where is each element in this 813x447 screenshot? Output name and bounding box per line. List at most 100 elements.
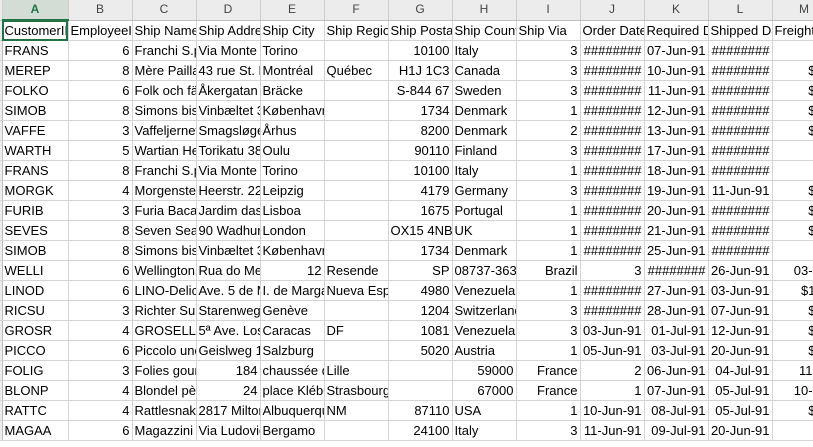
row-header[interactable]: [0, 380, 3, 401]
table-cell[interactable]: 1734: [388, 240, 453, 261]
table-cell[interactable]: 8: [68, 100, 133, 121]
table-cell[interactable]: 11-Jun-91: [644, 80, 709, 101]
table-cell[interactable]: 3: [516, 40, 581, 61]
table-cell[interactable]: Richter Supermarkt: [132, 300, 197, 321]
table-cell[interactable]: $36.: [772, 80, 813, 101]
table-cell[interactable]: Rua do Mercado: [196, 260, 261, 281]
row-header[interactable]: [0, 340, 3, 361]
table-cell[interactable]: ########: [708, 220, 773, 241]
table-cell[interactable]: 8200: [388, 120, 453, 141]
column-header-l[interactable]: L: [708, 0, 773, 21]
table-cell[interactable]: 09-Jul-91: [644, 420, 709, 441]
table-cell[interactable]: 28-Jun-91: [644, 300, 709, 321]
table-cell[interactable]: LINOD: [2, 280, 69, 301]
table-cell[interactable]: 5: [68, 140, 133, 161]
table-cell[interactable]: ########: [644, 260, 709, 281]
table-cell[interactable]: ########: [580, 40, 645, 61]
table-cell[interactable]: 20-Jun-91: [644, 200, 709, 221]
row-header[interactable]: [0, 60, 3, 81]
table-cell[interactable]: Bergamo: [260, 420, 325, 441]
table-cell[interactable]: 2: [580, 360, 645, 381]
table-cell[interactable]: 03-Jul-91: [644, 340, 709, 361]
table-cell[interactable]: France: [516, 380, 581, 401]
table-cell[interactable]: ########: [580, 100, 645, 121]
table-cell[interactable]: 05-Jun-91: [580, 340, 645, 361]
table-cell[interactable]: $50.: [772, 300, 813, 321]
table-cell[interactable]: GROSR: [2, 320, 69, 341]
row-header[interactable]: [0, 20, 3, 41]
table-cell[interactable]: Franchi S.p.A.: [132, 160, 197, 181]
row-header[interactable]: [0, 200, 3, 221]
table-cell[interactable]: Leipzig: [260, 180, 325, 201]
table-cell[interactable]: Folies gourmandes: [132, 360, 197, 381]
table-cell[interactable]: 1: [516, 340, 581, 361]
column-header-j[interactable]: J: [580, 0, 645, 21]
table-cell[interactable]: 1204: [388, 300, 453, 321]
header-cell[interactable]: CustomerID: [2, 20, 69, 41]
table-cell[interactable]: 03-Jun: [772, 260, 813, 281]
table-cell[interactable]: 2: [516, 120, 581, 141]
table-cell[interactable]: 08737-363: [452, 260, 517, 281]
table-cell[interactable]: Caracas: [260, 320, 325, 341]
table-cell[interactable]: Furia Bacalhau e Frutos do Mar: [132, 200, 197, 221]
table-cell[interactable]: Wartian Herkku: [132, 140, 197, 161]
row-header[interactable]: [0, 320, 3, 341]
header-cell[interactable]: Shipped Date: [708, 20, 773, 41]
table-cell[interactable]: Mère Paillarde: [132, 60, 197, 81]
table-cell[interactable]: 25-Jun-91: [644, 240, 709, 261]
table-cell[interactable]: 3: [68, 300, 133, 321]
table-cell[interactable]: 4179: [388, 180, 453, 201]
table-cell[interactable]: Germany: [452, 180, 517, 201]
table-cell[interactable]: Starenweg 5: [196, 300, 261, 321]
table-cell[interactable]: Albuquerque: [260, 400, 325, 421]
table-cell[interactable]: Québec: [324, 60, 389, 81]
table-cell[interactable]: 11-Jul: [772, 360, 813, 381]
header-cell[interactable]: Required Date: [644, 20, 709, 41]
table-cell[interactable]: 5ª Ave. Los Palos Grandes: [196, 320, 261, 341]
table-cell[interactable]: 18-Jun-91: [644, 160, 709, 181]
column-header-b[interactable]: B: [68, 0, 133, 21]
table-cell[interactable]: Canada: [452, 60, 517, 81]
table-cell[interactable]: London: [260, 220, 325, 241]
table-cell[interactable]: [324, 100, 389, 121]
table-cell[interactable]: [324, 80, 389, 101]
table-cell[interactable]: 3: [580, 260, 645, 281]
table-cell[interactable]: 01-Jul-91: [644, 320, 709, 341]
table-cell[interactable]: FOLKO: [2, 80, 69, 101]
table-cell[interactable]: Piccolo und mehr: [132, 340, 197, 361]
table-cell[interactable]: Åkergatan 24: [196, 80, 261, 101]
table-cell[interactable]: Magazzini Alimentari Riuniti: [132, 420, 197, 441]
table-cell[interactable]: Oulu: [260, 140, 325, 161]
table-cell[interactable]: 4: [68, 400, 133, 421]
table-cell[interactable]: LINO-Delicateses: [132, 280, 197, 301]
table-cell[interactable]: BLONP: [2, 380, 69, 401]
table-cell[interactable]: 05-Jul-91: [708, 380, 773, 401]
table-cell[interactable]: 1: [516, 240, 581, 261]
table-cell[interactable]: 1081: [388, 320, 453, 341]
table-cell[interactable]: 12: [260, 260, 325, 281]
table-cell[interactable]: $74.: [772, 200, 813, 221]
table-cell[interactable]: ########: [580, 300, 645, 321]
table-cell[interactable]: Vinbæltet 34: [196, 240, 261, 261]
table-cell[interactable]: 11-Jun-91: [580, 420, 645, 441]
table-cell[interactable]: ########: [580, 200, 645, 221]
table-cell[interactable]: 07-Jun-91: [644, 40, 709, 61]
table-cell[interactable]: 21-Jun-91: [644, 220, 709, 241]
table-cell[interactable]: Resende: [324, 260, 389, 281]
header-cell[interactable]: Ship Postal Code: [388, 20, 453, 41]
table-cell[interactable]: $17.: [772, 320, 813, 341]
table-cell[interactable]: 1: [580, 380, 645, 401]
row-header[interactable]: [0, 80, 3, 101]
table-cell[interactable]: MEREP: [2, 60, 69, 81]
table-cell[interactable]: 6: [68, 260, 133, 281]
table-cell[interactable]: Vaffeljernet: [132, 120, 197, 141]
column-header-c[interactable]: C: [132, 0, 197, 21]
table-cell[interactable]: $3.: [772, 240, 813, 261]
table-cell[interactable]: VAFFE: [2, 120, 69, 141]
row-header[interactable]: [0, 120, 3, 141]
column-header-h[interactable]: H: [452, 0, 517, 21]
select-all-corner[interactable]: [0, 0, 3, 21]
table-cell[interactable]: 24: [196, 380, 261, 401]
table-cell[interactable]: 4: [68, 380, 133, 401]
table-cell[interactable]: 20-Jun-91: [708, 340, 773, 361]
